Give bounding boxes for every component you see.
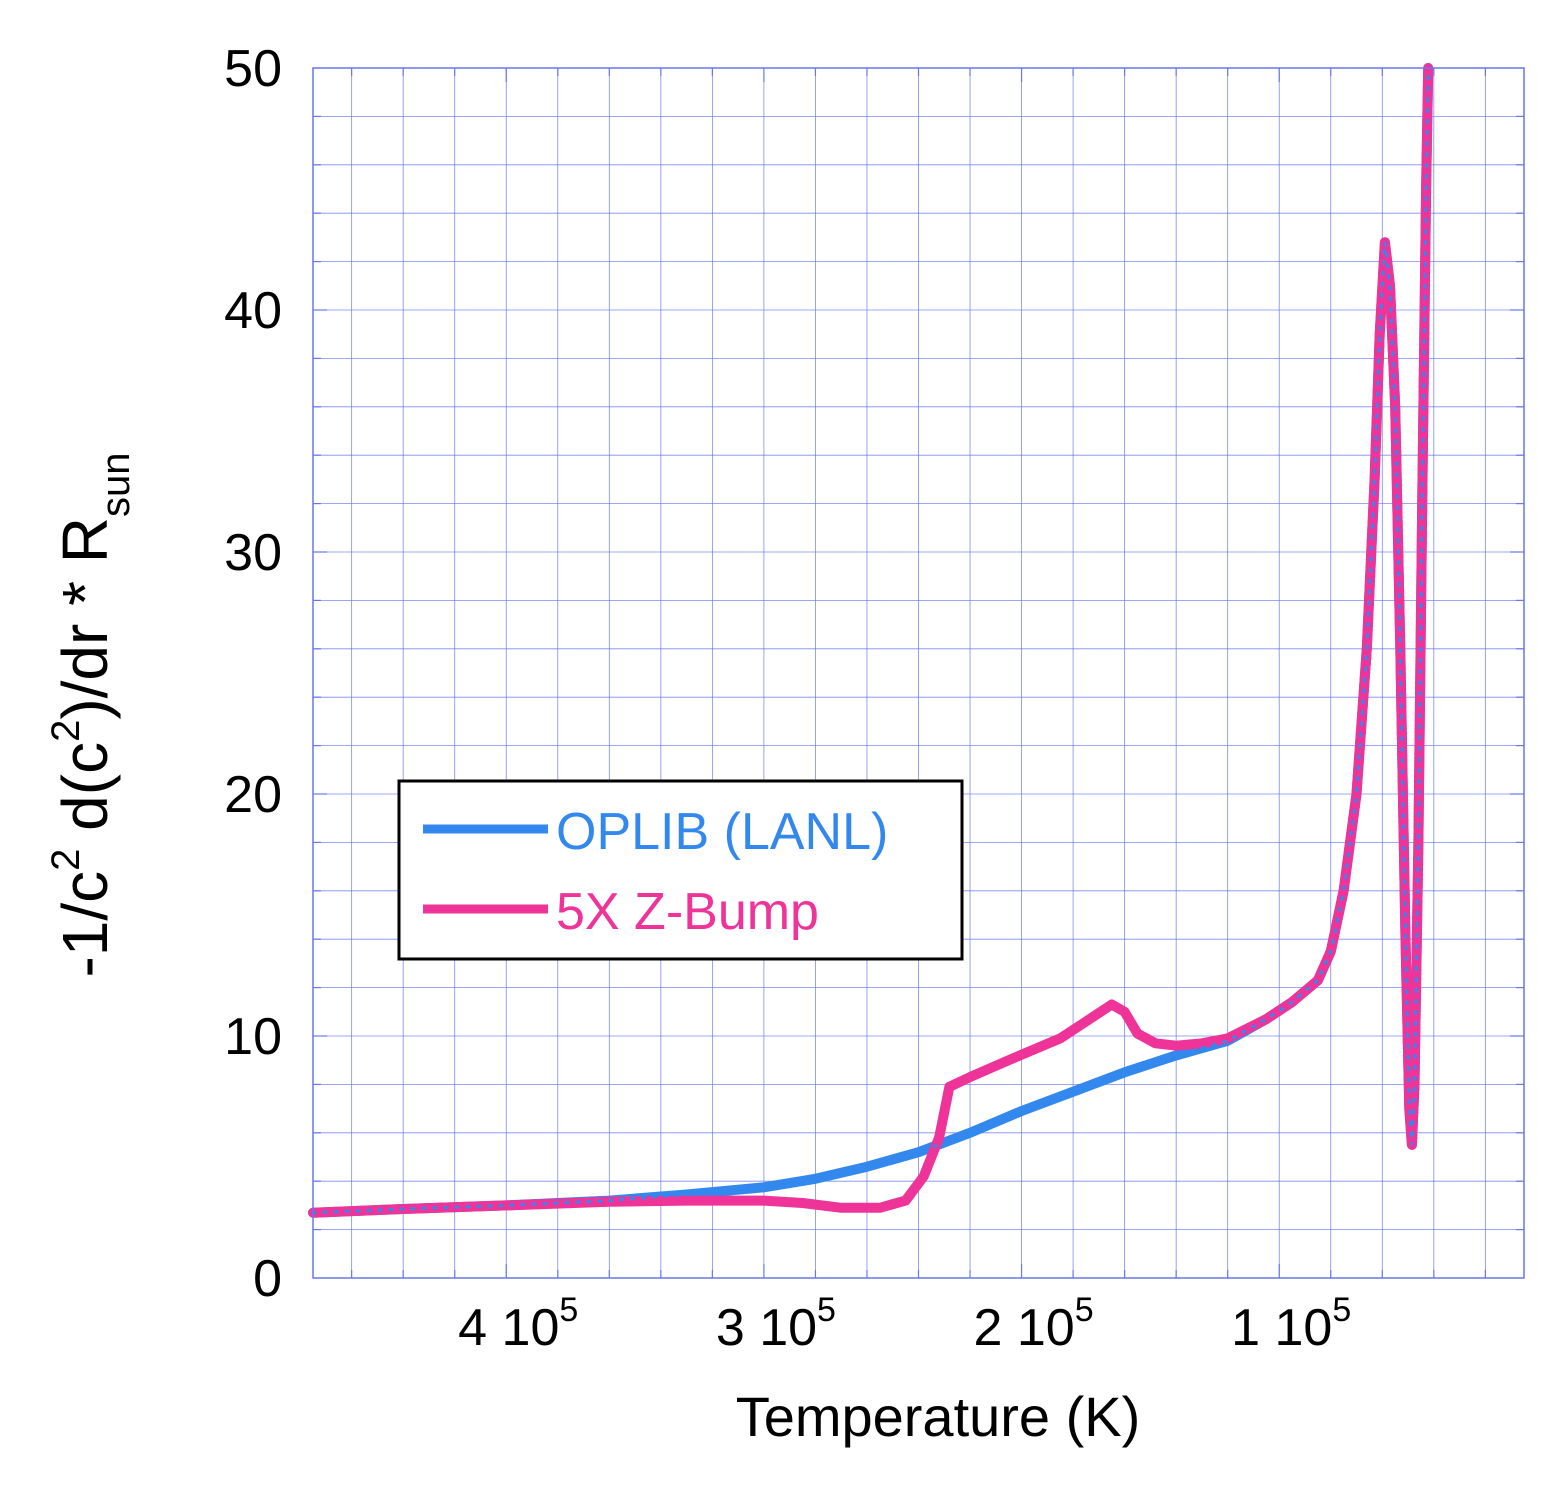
series-layer — [308, 63, 1434, 1218]
series-line-zbump — [308, 63, 1434, 1218]
x-tick-exponent: 5 — [1332, 1291, 1351, 1329]
series-dots-oplib — [311, 66, 1430, 1215]
y-tick-label: 30 — [224, 524, 282, 582]
legend-box — [397, 779, 964, 961]
y-tick-label: 10 — [224, 1008, 282, 1066]
x-tick-label: 4 105 — [458, 1291, 578, 1357]
y-tick-label: 0 — [253, 1250, 282, 1308]
legend: OPLIB (LANL) 5X Z-Bump — [397, 779, 964, 961]
x-tick-mantissa: 3 10 — [716, 1299, 817, 1357]
x-tick-label: 3 105 — [716, 1291, 836, 1357]
y-label-part: )/dr * R — [49, 517, 121, 720]
legend-label-oplib: OPLIB (LANL) — [556, 803, 888, 861]
y-tick-label: 50 — [224, 40, 282, 98]
series-line-oplib — [308, 63, 1434, 1218]
x-tick-mantissa: 4 10 — [458, 1299, 559, 1357]
y-label-sup: 2 — [44, 720, 88, 742]
y-label-part: -1/c — [49, 871, 121, 978]
legend-label-zbump: 5X Z-Bump — [556, 883, 819, 941]
x-tick-label: 2 105 — [973, 1291, 1093, 1357]
y-tick-label: 20 — [224, 766, 282, 824]
y-label-sub: sun — [94, 452, 138, 517]
x-tick-exponent: 5 — [559, 1291, 578, 1329]
y-label-part: d(c — [49, 742, 121, 849]
x-tick-labels: 4 105 3 105 2 105 1 105 — [458, 1291, 1351, 1357]
y-tick-labels: 0 10 20 30 40 50 — [224, 40, 282, 1308]
x-axis-label: Temperature (K) — [736, 1385, 1141, 1448]
x-tick-mantissa: 1 10 — [1231, 1299, 1332, 1357]
x-tick-exponent: 5 — [817, 1291, 836, 1329]
x-tick-exponent: 5 — [1075, 1291, 1094, 1329]
y-axis-label: -1/c2 d(c2)/dr * Rsun — [44, 452, 138, 977]
y-label-sup: 2 — [44, 849, 88, 871]
x-tick-label: 1 105 — [1231, 1291, 1351, 1357]
axis-ticks — [313, 68, 1524, 1278]
y-tick-label: 40 — [224, 282, 282, 340]
grid-lines — [313, 68, 1524, 1278]
x-tick-mantissa: 2 10 — [973, 1299, 1074, 1357]
